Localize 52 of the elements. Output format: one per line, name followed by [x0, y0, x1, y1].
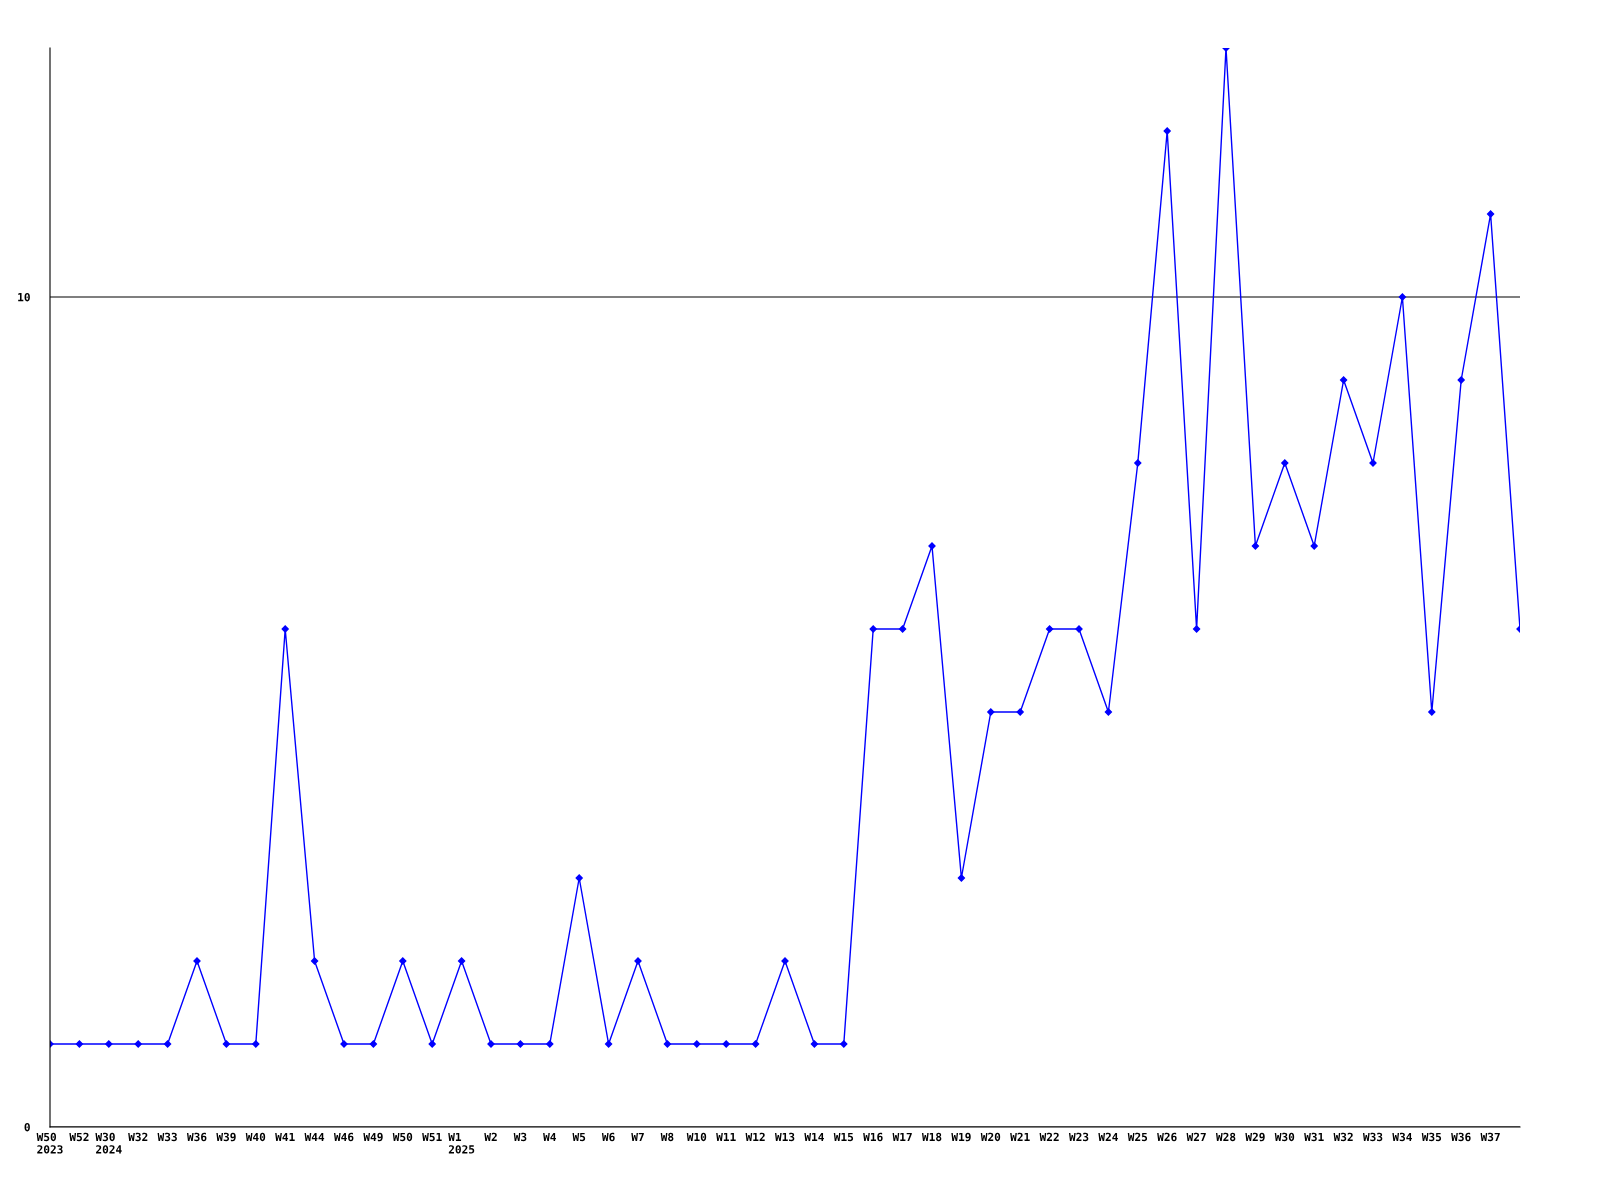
x-tick-label: W36	[186, 1132, 207, 1142]
x-tick-label: W32	[128, 1132, 148, 1142]
x-tick-label: W6	[601, 1132, 615, 1142]
x-tick-label: W8	[660, 1132, 674, 1142]
x-tick-label: W31	[1304, 1132, 1324, 1142]
x-tick-label: W18	[921, 1132, 942, 1142]
x-tick-label: W12	[745, 1132, 765, 1141]
x-tick-label: W23	[1068, 1132, 1089, 1142]
x-tick-label: W44	[304, 1132, 325, 1141]
x-tick-label: W25	[1127, 1132, 1148, 1142]
x-tick-label: W40	[245, 1132, 266, 1142]
x-tick-label: W22	[1039, 1132, 1059, 1141]
x-tick-label: W34	[1392, 1132, 1412, 1142]
x-tick-label: W33	[157, 1132, 177, 1142]
x-tick-label: W27	[1186, 1132, 1206, 1141]
x-tick-label: W32	[1333, 1132, 1353, 1142]
x-tick-label: W24	[1098, 1132, 1118, 1141]
x-tick-label: W50 2023	[36, 1132, 63, 1154]
x-tick-label: W51	[422, 1132, 442, 1142]
x-tick-label: W3	[513, 1132, 527, 1142]
x-tick-label: W2	[484, 1132, 497, 1141]
x-tick-label: W15	[833, 1132, 854, 1142]
y-tick-label: 10	[18, 292, 30, 302]
x-tick-label: W39	[216, 1132, 236, 1142]
y-tick-label: 0	[24, 1122, 30, 1132]
x-tick-label: W21	[1010, 1132, 1030, 1141]
x-tick-label: W46	[333, 1132, 354, 1142]
x-tick-label: W26	[1157, 1132, 1177, 1142]
x-tick-label: W7	[631, 1132, 644, 1141]
x-tick-label: W4	[543, 1132, 556, 1141]
x-tick-label: W19	[951, 1132, 971, 1142]
x-tick-label: W49	[363, 1132, 383, 1142]
x-tick-label: W10	[686, 1132, 707, 1142]
x-tick-label: W11	[716, 1132, 736, 1141]
x-tick-label: W28	[1215, 1132, 1236, 1142]
x-tick-label: W30 2024	[95, 1132, 122, 1154]
x-tick-label: W5	[572, 1132, 586, 1142]
x-tick-label: W37	[1480, 1132, 1500, 1142]
x-tick-label: W35	[1421, 1132, 1442, 1142]
x-tick-label: W52	[69, 1132, 89, 1142]
x-tick-label: W16	[863, 1132, 883, 1142]
x-tick-label: W33	[1362, 1132, 1383, 1142]
x-tick-label: W50	[392, 1132, 413, 1142]
x-tick-label: W14	[804, 1132, 824, 1141]
x-tick-label: W36	[1451, 1132, 1471, 1142]
x-tick-label: W41	[275, 1132, 295, 1141]
x-tick-label: W13	[774, 1132, 795, 1142]
x-tick-label: W30	[1274, 1132, 1295, 1142]
x-tick-label: W17	[892, 1132, 912, 1141]
x-tick-label: W20	[980, 1132, 1001, 1142]
x-tick-label: W29	[1245, 1132, 1265, 1142]
x-tick-label: W1 2025	[448, 1132, 475, 1154]
